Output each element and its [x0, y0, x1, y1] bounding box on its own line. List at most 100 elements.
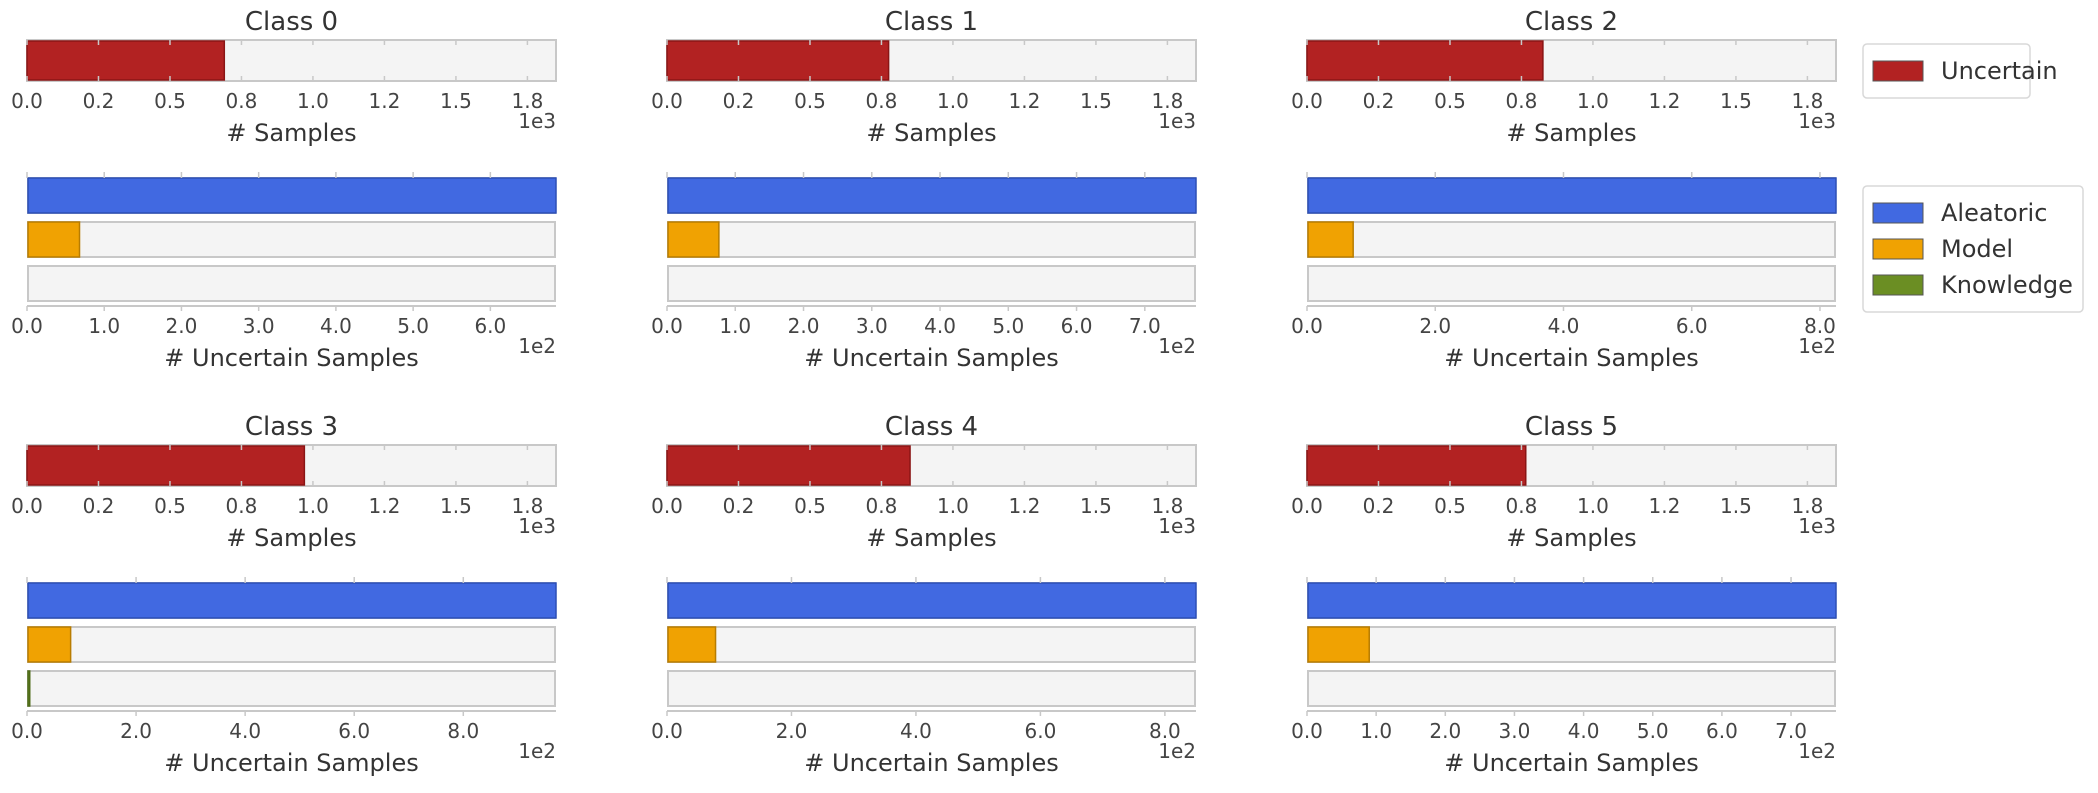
bar-uncertain	[1306, 445, 1527, 486]
tick-label: 1.5	[1080, 89, 1112, 113]
legend-label-aleatoric: Aleatoric	[1941, 199, 2047, 227]
tick-label: 1.5	[1720, 89, 1752, 113]
tick-label: 3.0	[1499, 719, 1531, 743]
axis-offset-label: 1e3	[1798, 514, 1836, 538]
tick-label: 8.0	[1804, 314, 1836, 338]
x-axis-label: # Samples	[866, 524, 996, 552]
subplot-title: Class 0	[245, 7, 338, 37]
bar-model	[667, 221, 720, 258]
tick-label: 1.2	[1009, 494, 1041, 518]
axis-offset-label: 1e3	[1798, 109, 1836, 133]
track-model	[1307, 221, 1836, 258]
track-knowledge	[27, 265, 556, 302]
bar-aleatoric	[1307, 177, 1837, 214]
tick-label: 8.0	[447, 719, 479, 743]
subplot-title: Class 5	[1525, 412, 1618, 442]
tick-label: 1.8	[511, 494, 543, 518]
axis-offset-label: 1e2	[1158, 739, 1196, 763]
tick-label: 1.2	[369, 494, 401, 518]
tick-label: 2.0	[1419, 314, 1451, 338]
bar-uncertain	[26, 445, 306, 486]
tick-label: 0.2	[723, 89, 755, 113]
x-axis-label: # Samples	[1506, 524, 1636, 552]
tick-label: 0.5	[794, 89, 826, 113]
bar-model	[27, 626, 72, 663]
tick-label: 6.0	[1025, 719, 1057, 743]
tick-label: 0.8	[866, 89, 898, 113]
tick-label: 4.0	[1568, 719, 1600, 743]
subplot-title: Class 4	[885, 412, 978, 442]
tick-label: 6.0	[1706, 719, 1738, 743]
tick-label: 1.2	[369, 89, 401, 113]
tick-label: 1.0	[937, 89, 969, 113]
tick-label: 1.8	[1791, 494, 1823, 518]
tick-label: 3.0	[856, 314, 888, 338]
tick-label: 2.0	[776, 719, 808, 743]
tick-label: 0.0	[1291, 719, 1323, 743]
tick-label: 7.0	[1775, 719, 1807, 743]
bar-aleatoric	[1307, 582, 1837, 619]
tick-label: 4.0	[229, 719, 261, 743]
tick-label: 2.0	[120, 719, 152, 743]
tick-label: 2.0	[788, 314, 820, 338]
legend-label-knowledge: Knowledge	[1941, 271, 2073, 299]
bar-aleatoric	[27, 177, 557, 214]
x-axis-label: # Samples	[226, 119, 356, 147]
axis-offset-label: 1e3	[518, 514, 556, 538]
tick-label: 4.0	[320, 314, 352, 338]
tick-label: 0.8	[226, 89, 258, 113]
tick-label: 0.8	[226, 494, 258, 518]
x-axis-label: # Uncertain Samples	[1444, 749, 1698, 777]
legend-swatch-aleatoric	[1872, 202, 1924, 224]
tick-label: 4.0	[1548, 314, 1580, 338]
axis-offset-label: 1e3	[1158, 514, 1196, 538]
tick-label: 0.5	[154, 494, 186, 518]
track-model	[667, 626, 1196, 663]
tick-label: 6.0	[474, 314, 506, 338]
track-model	[667, 221, 1196, 258]
axis-offset-label: 1e2	[518, 334, 556, 358]
tick-label: 0.0	[11, 314, 43, 338]
bar-knowledge	[27, 670, 31, 707]
subplot-title: Class 2	[1525, 7, 1618, 37]
axis-offset-label: 1e3	[1158, 109, 1196, 133]
tick-label: 0.0	[1291, 314, 1323, 338]
tick-label: 1.0	[88, 314, 120, 338]
x-axis-label: # Uncertain Samples	[1444, 344, 1698, 372]
tick-label: 7.0	[1129, 314, 1161, 338]
x-axis-label: # Uncertain Samples	[164, 344, 418, 372]
tick-label: 0.2	[83, 89, 115, 113]
axis-offset-label: 1e2	[1158, 334, 1196, 358]
tick-label: 2.0	[1429, 719, 1461, 743]
tick-label: 0.0	[651, 494, 683, 518]
track-knowledge	[1307, 265, 1836, 302]
tick-label: 0.0	[1291, 494, 1323, 518]
tick-label: 1.0	[1577, 494, 1609, 518]
bar-uncertain	[1306, 40, 1544, 81]
legend-swatch-knowledge	[1872, 274, 1924, 296]
bar-model	[1307, 221, 1354, 258]
track-knowledge	[27, 670, 556, 707]
bar-aleatoric	[667, 177, 1197, 214]
tick-label: 0.5	[1434, 494, 1466, 518]
subplot-title: Class 3	[245, 412, 338, 442]
axis-offset-label: 1e2	[518, 739, 556, 763]
legend-frame	[1862, 43, 2031, 99]
axis-offset-label: 1e2	[1798, 739, 1836, 763]
tick-label: 0.2	[83, 494, 115, 518]
tick-label: 4.0	[924, 314, 956, 338]
x-axis-label: # Samples	[1506, 119, 1636, 147]
track-model	[1307, 626, 1836, 663]
legend-swatch-model	[1872, 238, 1924, 260]
tick-label: 1.2	[1649, 89, 1681, 113]
